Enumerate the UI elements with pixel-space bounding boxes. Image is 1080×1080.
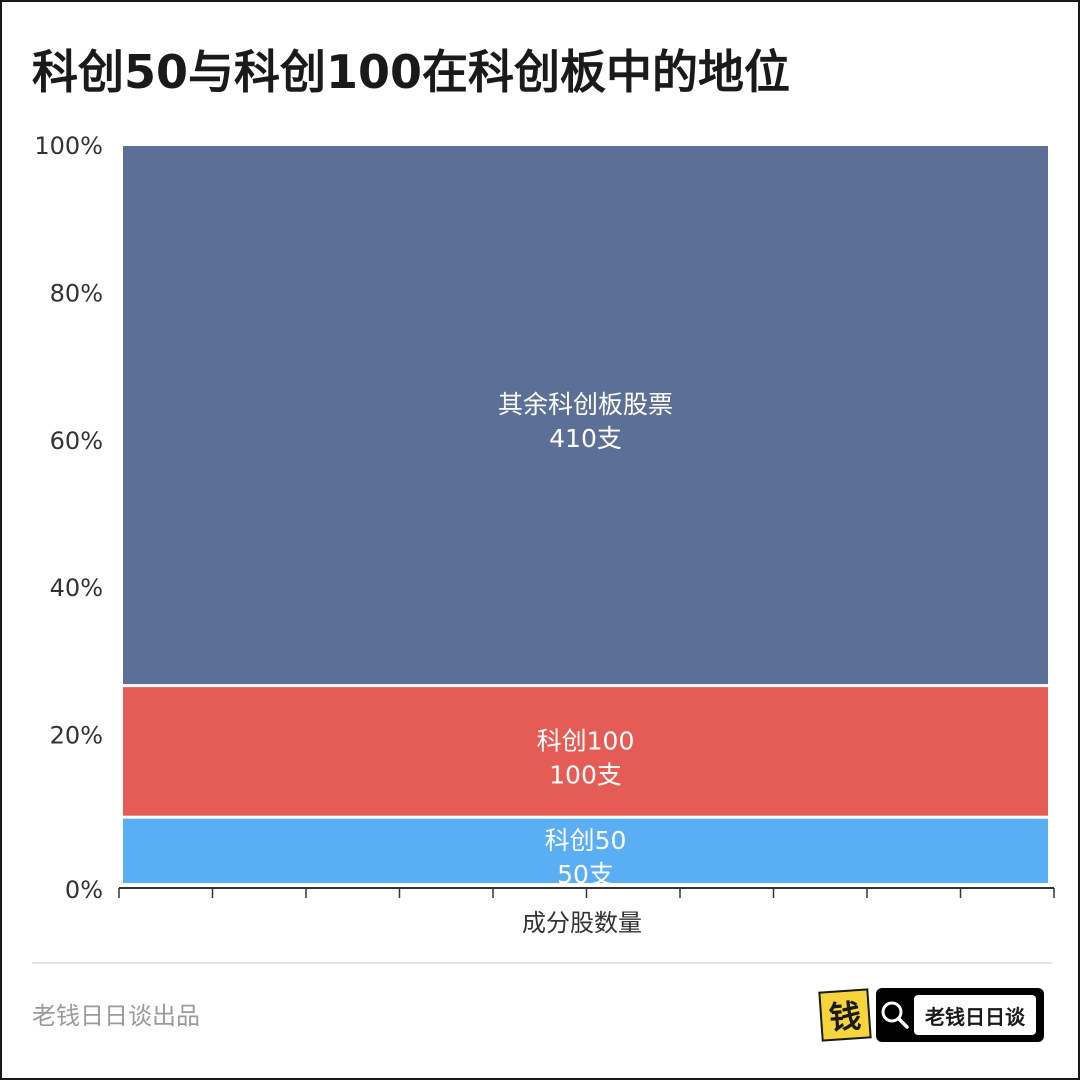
brand-search-label: 老钱日日谈 [914, 995, 1036, 1035]
footer-divider [32, 962, 1052, 964]
bar-segment [123, 146, 1048, 685]
segment-value-label: 100支 [549, 760, 622, 789]
segment-labels: 科创50 50支 科创100 100支 其余科创板股票 410支 [498, 390, 673, 889]
footer-credit: 老钱日日谈出品 [32, 1002, 200, 1030]
brand-logo: 钱 [818, 988, 872, 1042]
segment-value-label: 50支 [557, 860, 614, 889]
chart-title: 科创50与科创100在科创板中的地位 [32, 45, 791, 99]
segment-name-label: 其余科创板股票 [498, 390, 673, 419]
y-axis: 0% 20% 40% 60% 80% 100% [34, 132, 103, 904]
y-tick-label: 60% [50, 427, 103, 455]
y-tick-label: 80% [50, 279, 103, 307]
stacked-bar-chart: 0% 20% 40% 60% 80% 100% 科创50 50支 科创100 100支 其余科创板… [34, 132, 1055, 937]
x-axis-ticks [118, 888, 1055, 898]
y-tick-label: 20% [50, 722, 103, 750]
x-axis-title: 成分股数量 [522, 909, 642, 937]
bar-segments [123, 146, 1048, 883]
bar-segment [123, 818, 1048, 883]
segment-name-label: 科创50 [545, 826, 627, 855]
x-axis: 成分股数量 [118, 887, 1055, 937]
y-tick-label: 0% [65, 876, 103, 904]
brand-search-badge: 老钱日日谈 [876, 988, 1044, 1042]
y-tick-label: 100% [34, 132, 103, 160]
segment-name-label: 科创100 [537, 726, 635, 755]
segment-value-label: 410支 [549, 424, 622, 453]
y-tick-label: 40% [50, 574, 103, 602]
bar-segment [123, 687, 1048, 816]
search-icon [876, 988, 914, 1042]
